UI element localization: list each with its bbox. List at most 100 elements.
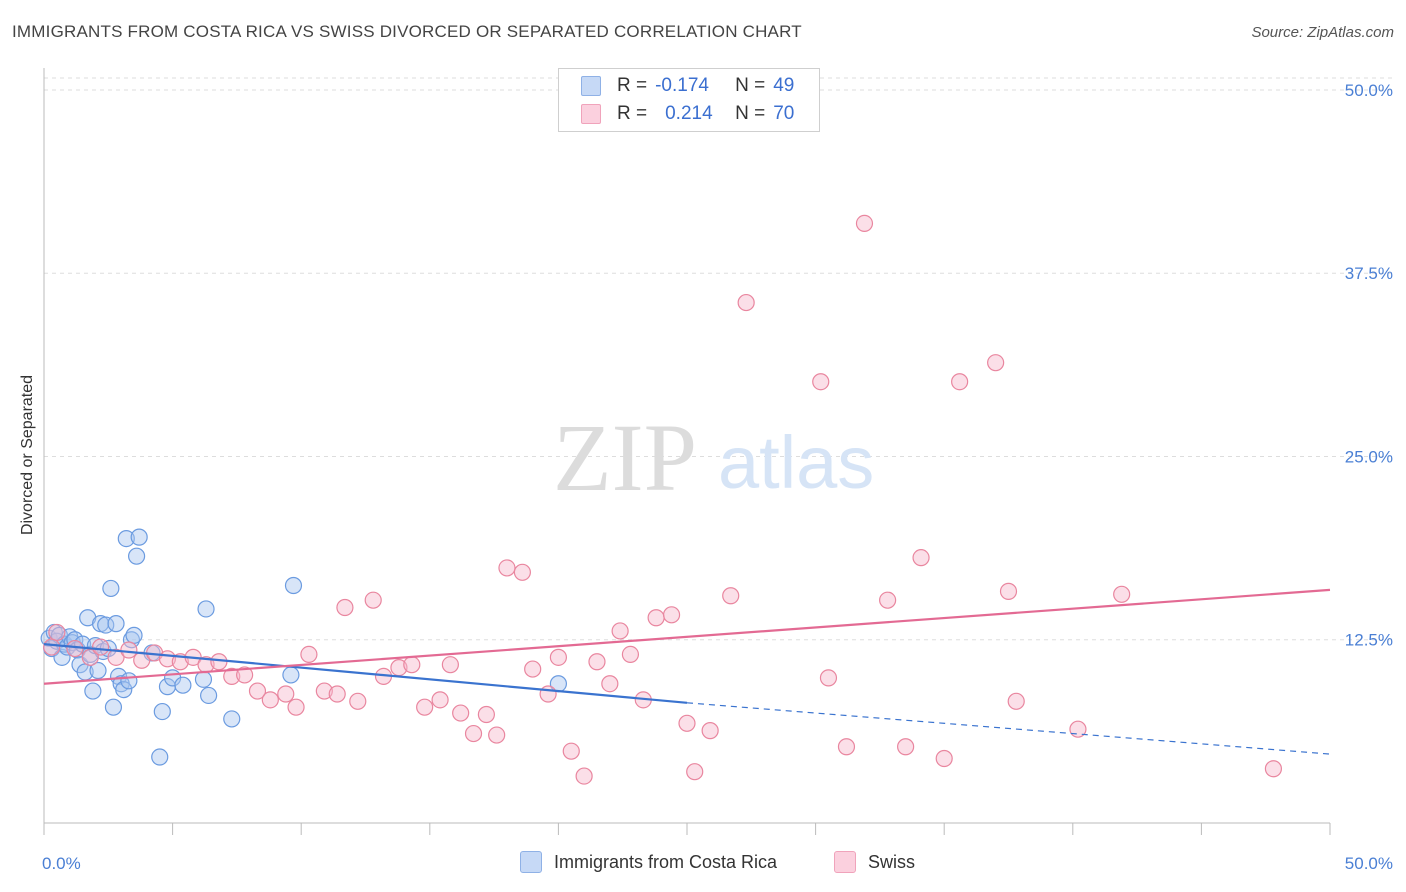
swiss-point — [464, 724, 483, 743]
swiss-point — [107, 648, 125, 666]
legend-r-label: R = — [617, 75, 648, 96]
swiss-point — [91, 638, 110, 656]
costa-rica-point — [153, 702, 171, 721]
swiss-point — [416, 698, 434, 716]
swiss-point — [1113, 585, 1131, 603]
bottom-legend-label-costa-rica: Immigrants from Costa Rica — [554, 851, 778, 872]
swiss-point — [513, 563, 531, 581]
watermark-atlas: atlas — [718, 421, 874, 504]
legend-n-value: 70 — [773, 103, 795, 124]
axes — [43, 68, 1331, 835]
trend-lines — [43, 588, 1331, 755]
costa-rica-point — [151, 748, 169, 766]
swiss-point — [588, 653, 606, 671]
legend-n-label: N = — [735, 103, 766, 124]
swiss-point — [336, 598, 354, 617]
swiss-point — [477, 705, 495, 724]
swiss-point — [879, 591, 897, 609]
swiss-point — [722, 587, 740, 605]
legend-swatch-swiss — [581, 104, 601, 124]
swiss-point — [897, 738, 915, 756]
costa-rica-point — [284, 576, 303, 595]
swiss-point — [686, 763, 704, 781]
swiss-point — [987, 354, 1005, 372]
swiss-point — [300, 645, 318, 664]
swiss-point — [431, 691, 449, 709]
swiss-point — [837, 738, 856, 756]
costa-rica-point — [223, 710, 241, 728]
y-tick-label: 12.5% — [1345, 631, 1393, 650]
costa-rica-point — [127, 547, 146, 565]
costa-rica-point — [282, 666, 300, 684]
legend-r-value: -0.174 — [655, 75, 709, 96]
swiss-point — [999, 582, 1018, 600]
swiss-point — [277, 685, 295, 703]
costa-rica-point — [194, 670, 213, 688]
costa-rica-point — [107, 615, 125, 633]
swiss-point — [701, 722, 719, 740]
swiss-point — [328, 685, 346, 703]
swiss-point — [210, 653, 228, 671]
x-tick-label: 50.0% — [1345, 854, 1393, 873]
bottom-legend-label-swiss: Swiss — [868, 851, 916, 872]
legend-swatch-costa-rica — [581, 76, 601, 96]
swiss-point — [223, 667, 241, 685]
swiss-point — [441, 656, 459, 674]
costa-rica-point — [117, 529, 135, 548]
swiss-point — [120, 641, 138, 659]
bottom-legend-swatch-costa-rica — [520, 851, 542, 873]
costa-rica-point — [115, 680, 133, 699]
legend-row-costa-rica: R = -0.174 N = 49 — [581, 75, 795, 97]
y-tick-label: 50.0% — [1345, 81, 1393, 100]
watermark-zip: ZIP — [553, 404, 697, 511]
swiss-point — [819, 669, 838, 687]
bottom-legend-swatch-swiss — [834, 851, 856, 873]
swiss-trend-line — [43, 588, 1331, 685]
swiss-point — [349, 692, 367, 710]
swiss-point — [678, 714, 696, 732]
swiss-point — [287, 698, 305, 716]
swiss-point — [236, 666, 254, 684]
swiss-point — [812, 373, 830, 391]
bottom-legend-swiss: Swiss — [834, 851, 915, 873]
swiss-point — [575, 767, 593, 785]
costa-rica-point — [130, 528, 148, 546]
y-tick-label: 37.5% — [1345, 264, 1393, 283]
costa-rica-point — [200, 686, 218, 705]
swiss-point — [912, 549, 930, 567]
swiss-point — [621, 645, 640, 664]
swiss-point — [248, 682, 267, 700]
swiss-point — [951, 373, 969, 391]
swiss-point — [452, 704, 470, 722]
swiss-point — [549, 648, 568, 666]
swiss-point — [1264, 760, 1283, 778]
costa-rica-point — [84, 682, 102, 700]
swiss-point — [611, 622, 629, 640]
swiss-point — [315, 682, 333, 700]
swiss-point — [662, 606, 681, 624]
watermark: ZIP atlas — [553, 404, 874, 511]
costa-rica-point — [120, 672, 138, 690]
costa-rica-point — [104, 698, 123, 716]
costa-rica-trend-extension — [686, 702, 1331, 755]
swiss-point — [488, 726, 506, 744]
legend-n-value: 49 — [773, 75, 795, 96]
legend-r-value: 0.214 — [665, 103, 713, 124]
legend-n-label: N = — [735, 75, 766, 96]
costa-rica-point — [89, 661, 107, 680]
swiss-point — [1007, 692, 1025, 710]
legend-row-swiss: R = 0.214 N = 70 — [581, 103, 795, 125]
swiss-point — [43, 638, 61, 656]
tick-labels: 12.5% 25.0% 37.5% 50.0% 0.0% 50.0% — [42, 81, 1393, 873]
x-tick-label: 0.0% — [42, 854, 81, 873]
costa-rica-point — [125, 626, 143, 644]
swiss-point — [403, 656, 421, 674]
swiss-point — [48, 623, 66, 642]
costa-rica-trend-line — [43, 643, 688, 704]
y-tick-label: 25.0% — [1345, 447, 1393, 466]
swiss-point — [601, 675, 619, 693]
swiss-point — [498, 559, 516, 577]
costa-rica-point — [53, 648, 71, 666]
source-attribution: Source: ZipAtlas.com — [1251, 24, 1394, 41]
swiss-point — [364, 591, 382, 609]
